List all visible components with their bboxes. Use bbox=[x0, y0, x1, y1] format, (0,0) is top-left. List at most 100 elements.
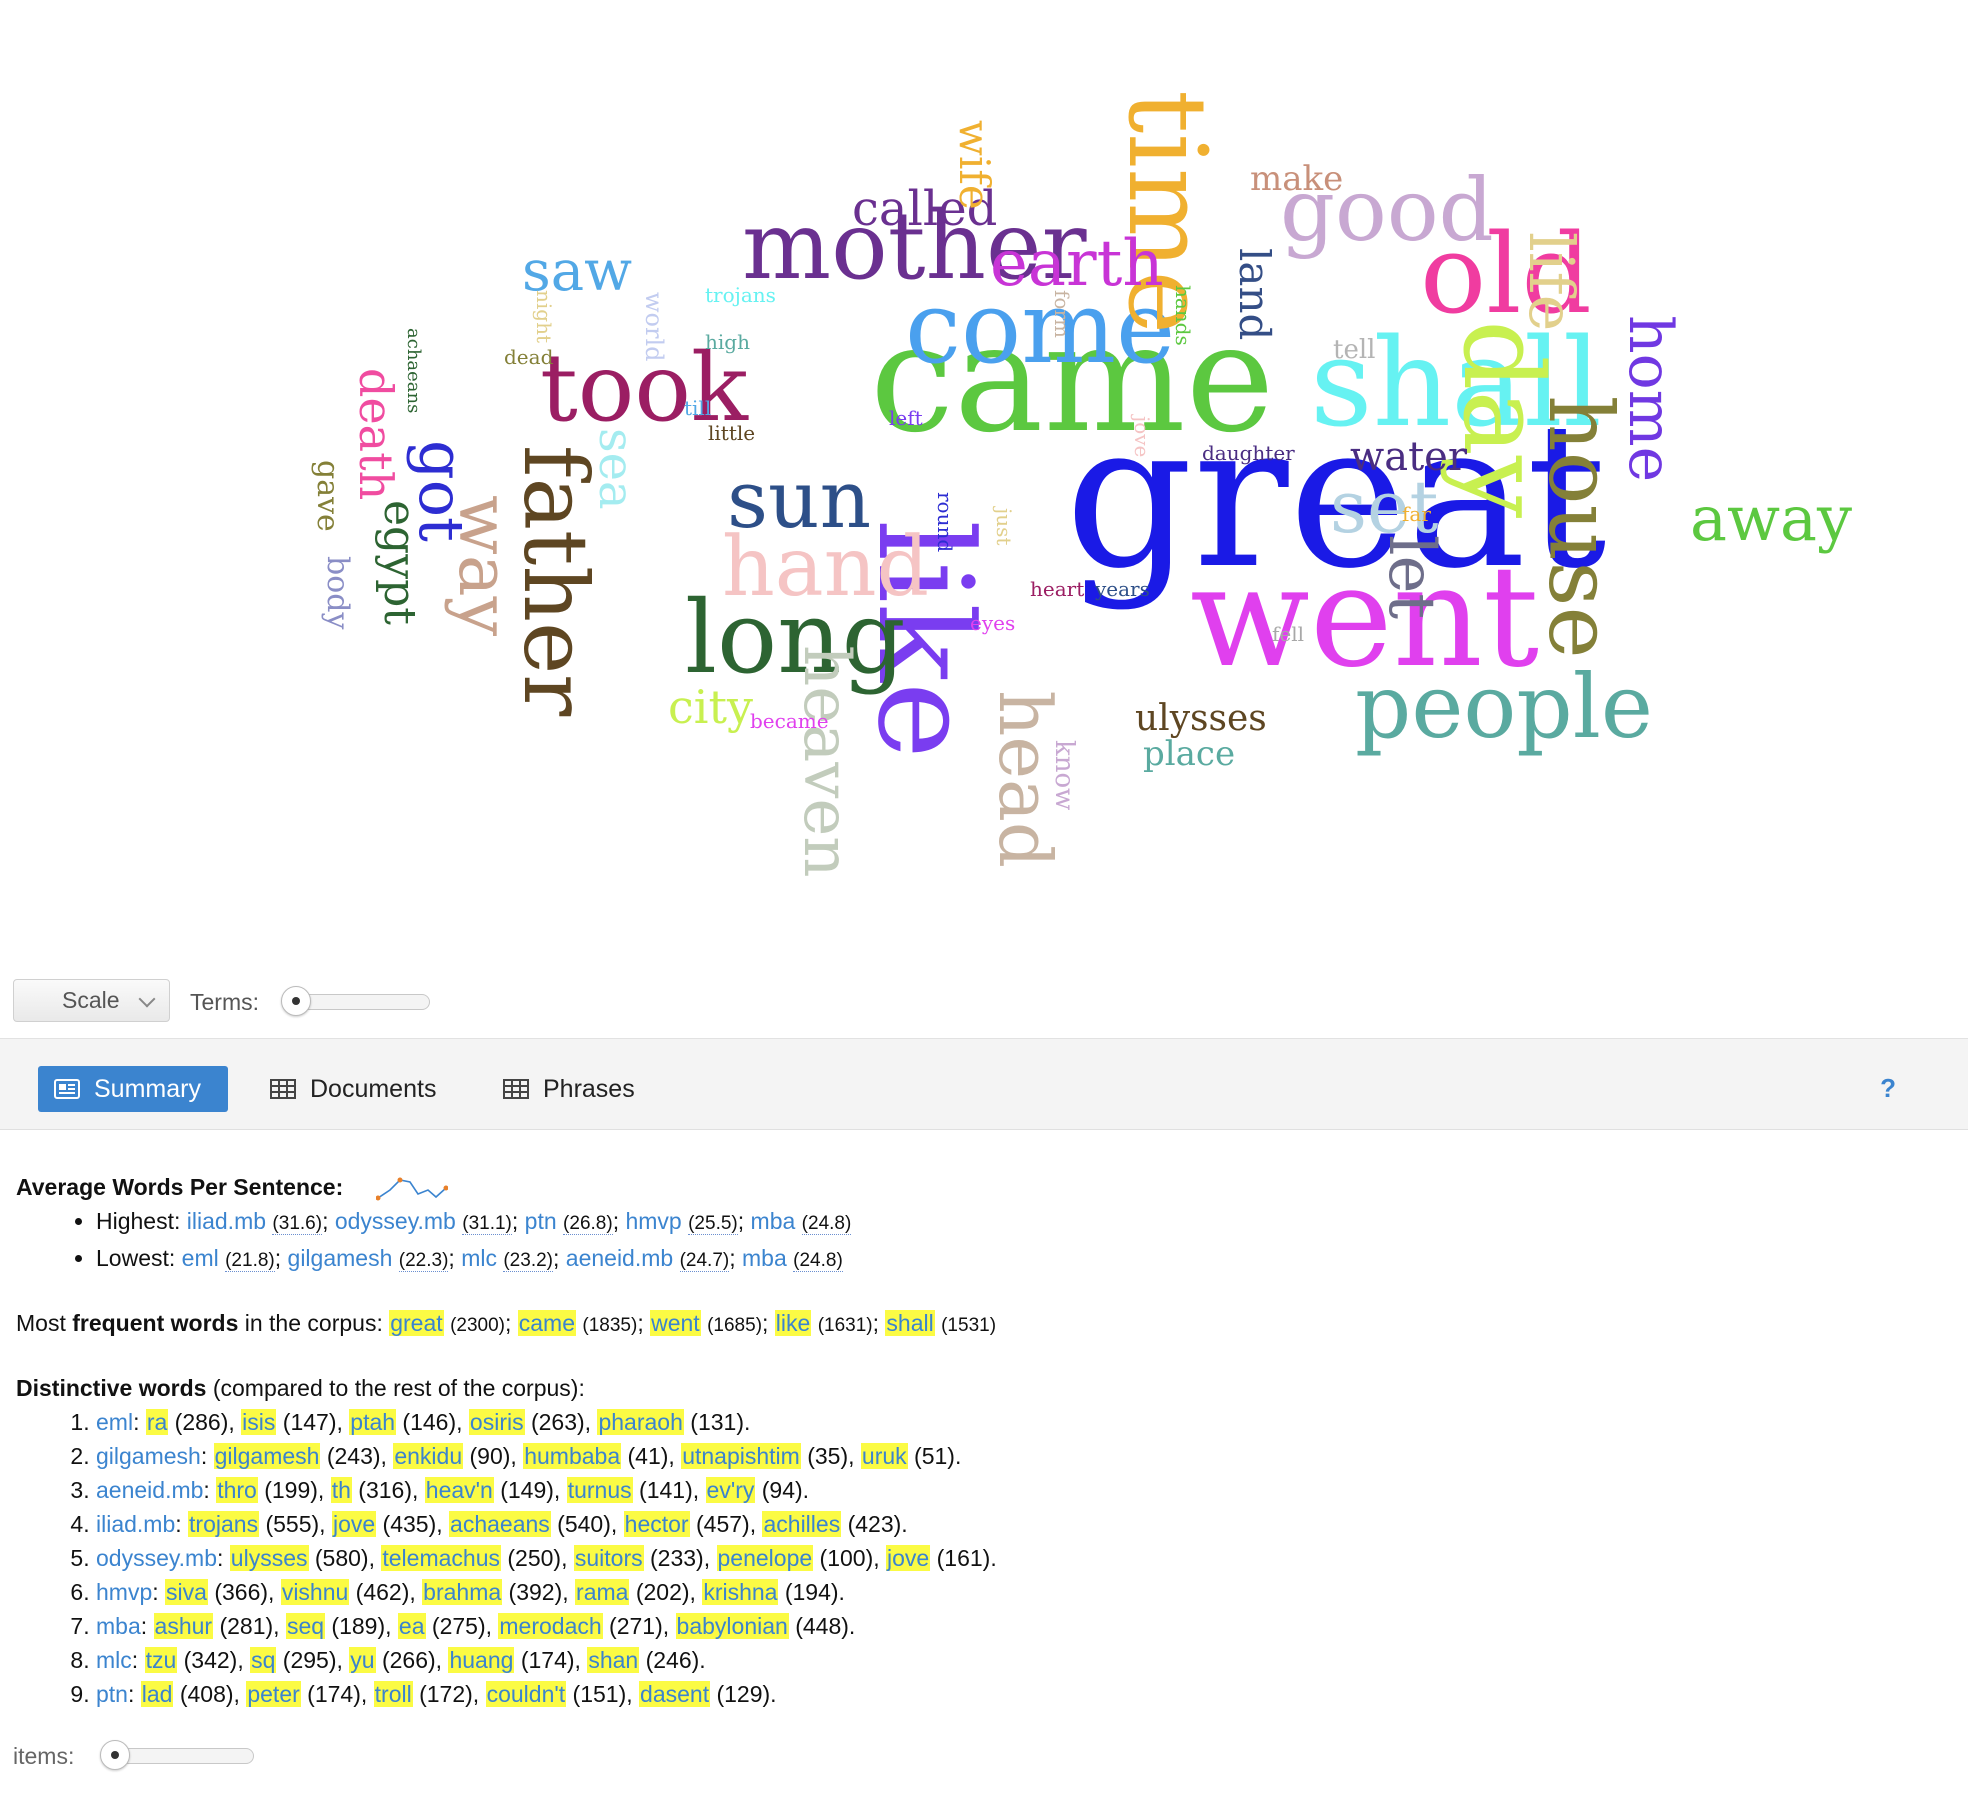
distinctive-word[interactable]: achaeans bbox=[449, 1511, 551, 1537]
cloud-word[interactable]: just bbox=[992, 506, 1016, 545]
distinctive-word[interactable]: osiris bbox=[468, 1409, 525, 1435]
document-link[interactable]: eml bbox=[96, 1409, 134, 1435]
distinctive-word[interactable]: shan bbox=[587, 1647, 640, 1673]
document-link[interactable]: hmvp bbox=[625, 1208, 682, 1234]
cloud-word[interactable]: come bbox=[905, 269, 1175, 386]
document-link[interactable]: mba bbox=[96, 1613, 141, 1639]
cloud-word[interactable]: heart bbox=[1030, 577, 1084, 601]
distinctive-word[interactable]: merodach bbox=[498, 1613, 603, 1639]
cloud-word[interactable]: people bbox=[1355, 655, 1653, 758]
document-link[interactable]: odyssey.mb bbox=[96, 1545, 218, 1571]
document-link[interactable]: eml bbox=[181, 1245, 219, 1271]
document-link[interactable]: iliad.mb bbox=[96, 1511, 176, 1537]
distinctive-word[interactable]: krishna bbox=[702, 1579, 779, 1605]
document-link[interactable]: ptn bbox=[96, 1681, 128, 1707]
distinctive-word[interactable]: suitors bbox=[573, 1545, 644, 1571]
items-slider-handle[interactable] bbox=[100, 1740, 130, 1770]
cloud-word[interactable]: sun bbox=[727, 453, 871, 546]
cloud-word[interactable]: house bbox=[1529, 395, 1632, 659]
document-link[interactable]: aeneid.mb bbox=[565, 1245, 674, 1271]
cloud-word[interactable]: day bbox=[1439, 320, 1567, 518]
cloud-word[interactable]: sea bbox=[588, 428, 644, 510]
cloud-word[interactable]: heaven bbox=[789, 645, 863, 878]
distinctive-word[interactable]: ashur bbox=[153, 1613, 214, 1639]
distinctive-word[interactable]: huang bbox=[448, 1647, 515, 1673]
cloud-word[interactable]: daughter bbox=[1202, 441, 1295, 465]
cloud-word[interactable]: wife bbox=[950, 120, 999, 210]
distinctive-word[interactable]: achilles bbox=[762, 1511, 842, 1537]
cloud-word[interactable]: make bbox=[1250, 159, 1343, 199]
distinctive-word[interactable]: peter bbox=[246, 1681, 301, 1707]
cloud-word[interactable]: years bbox=[1094, 577, 1150, 601]
distinctive-word[interactable]: penelope bbox=[716, 1545, 814, 1571]
distinctive-word[interactable]: vishnu bbox=[280, 1579, 350, 1605]
cloud-word[interactable]: death bbox=[349, 368, 403, 500]
terms-slider[interactable] bbox=[281, 986, 430, 1016]
terms-slider-handle[interactable] bbox=[281, 986, 311, 1016]
document-link[interactable]: hmvp bbox=[96, 1579, 153, 1605]
distinctive-word[interactable]: seq bbox=[285, 1613, 326, 1639]
cloud-word[interactable]: got bbox=[405, 440, 478, 542]
cloud-word[interactable]: night bbox=[532, 290, 556, 343]
cloud-word[interactable]: know bbox=[1049, 740, 1079, 810]
tab-phrases[interactable]: Phrases bbox=[503, 1066, 635, 1112]
cloud-word[interactable]: trojans bbox=[705, 283, 776, 307]
cloud-word[interactable]: saw bbox=[522, 239, 632, 304]
cloud-word[interactable]: world bbox=[640, 292, 668, 362]
distinctive-word[interactable]: jove bbox=[886, 1545, 931, 1571]
cloud-word[interactable]: mother bbox=[742, 192, 1087, 301]
frequent-word[interactable]: great bbox=[389, 1310, 444, 1336]
distinctive-word[interactable]: humbaba bbox=[523, 1443, 622, 1469]
document-link[interactable]: mba bbox=[750, 1208, 796, 1234]
distinctive-word[interactable]: uruk bbox=[860, 1443, 908, 1469]
cloud-word[interactable]: father bbox=[504, 445, 607, 717]
distinctive-word[interactable]: ptah bbox=[349, 1409, 397, 1435]
document-link[interactable]: mlc bbox=[96, 1647, 132, 1673]
cloud-word[interactable]: achaeans bbox=[403, 328, 424, 413]
cloud-word[interactable]: tell bbox=[1333, 335, 1375, 365]
cloud-word[interactable]: hand bbox=[722, 520, 929, 615]
cloud-word[interactable]: water bbox=[1350, 434, 1468, 480]
frequent-word[interactable]: like bbox=[774, 1310, 812, 1336]
document-link[interactable]: iliad.mb bbox=[186, 1208, 267, 1234]
distinctive-word[interactable]: tzu bbox=[144, 1647, 178, 1673]
cloud-word[interactable]: fell bbox=[1272, 622, 1304, 646]
distinctive-word[interactable]: hector bbox=[623, 1511, 690, 1537]
distinctive-word[interactable]: ra bbox=[145, 1409, 169, 1435]
document-link[interactable]: aeneid.mb bbox=[96, 1477, 204, 1503]
distinctive-word[interactable]: pharaoh bbox=[597, 1409, 684, 1435]
distinctive-word[interactable]: th bbox=[330, 1477, 352, 1503]
distinctive-word[interactable]: sq bbox=[250, 1647, 277, 1673]
cloud-word[interactable]: away bbox=[1690, 482, 1852, 555]
cloud-word[interactable]: great bbox=[1065, 380, 1607, 613]
distinctive-word[interactable]: dasent bbox=[639, 1681, 711, 1707]
cloud-word[interactable]: became bbox=[750, 709, 829, 733]
cloud-word[interactable]: life bbox=[1515, 232, 1588, 331]
distinctive-word[interactable]: enkidu bbox=[393, 1443, 464, 1469]
document-link[interactable]: ptn bbox=[524, 1208, 557, 1234]
cloud-word[interactable]: dead bbox=[504, 345, 554, 369]
cloud-word[interactable]: long bbox=[685, 579, 906, 696]
scale-dropdown[interactable]: Scale bbox=[13, 979, 170, 1022]
tab-summary[interactable]: Summary bbox=[38, 1066, 228, 1112]
cloud-word[interactable]: way bbox=[443, 495, 525, 637]
cloud-word[interactable]: good bbox=[1280, 161, 1494, 261]
cloud-word[interactable]: set bbox=[1330, 465, 1439, 549]
tab-documents[interactable]: Documents bbox=[270, 1066, 436, 1112]
distinctive-word[interactable]: brahma bbox=[422, 1579, 503, 1605]
distinctive-word[interactable]: lad bbox=[140, 1681, 174, 1707]
distinctive-word[interactable]: babylonian bbox=[675, 1613, 789, 1639]
cloud-word[interactable]: till bbox=[684, 396, 711, 420]
cloud-word[interactable]: let bbox=[1374, 535, 1448, 619]
cloud-word[interactable]: body bbox=[320, 556, 355, 629]
cloud-word[interactable]: went bbox=[1190, 536, 1539, 699]
cloud-word[interactable]: round bbox=[933, 492, 957, 552]
distinctive-word[interactable]: turnus bbox=[566, 1477, 633, 1503]
distinctive-word[interactable]: ev'ry bbox=[705, 1477, 756, 1503]
distinctive-word[interactable]: couldn't bbox=[485, 1681, 567, 1707]
cloud-word[interactable]: old bbox=[1420, 210, 1592, 338]
cloud-word[interactable]: took bbox=[540, 334, 749, 443]
distinctive-word[interactable]: heav'n bbox=[424, 1477, 494, 1503]
distinctive-word[interactable]: isis bbox=[241, 1409, 277, 1435]
cloud-word[interactable]: called bbox=[852, 181, 997, 237]
